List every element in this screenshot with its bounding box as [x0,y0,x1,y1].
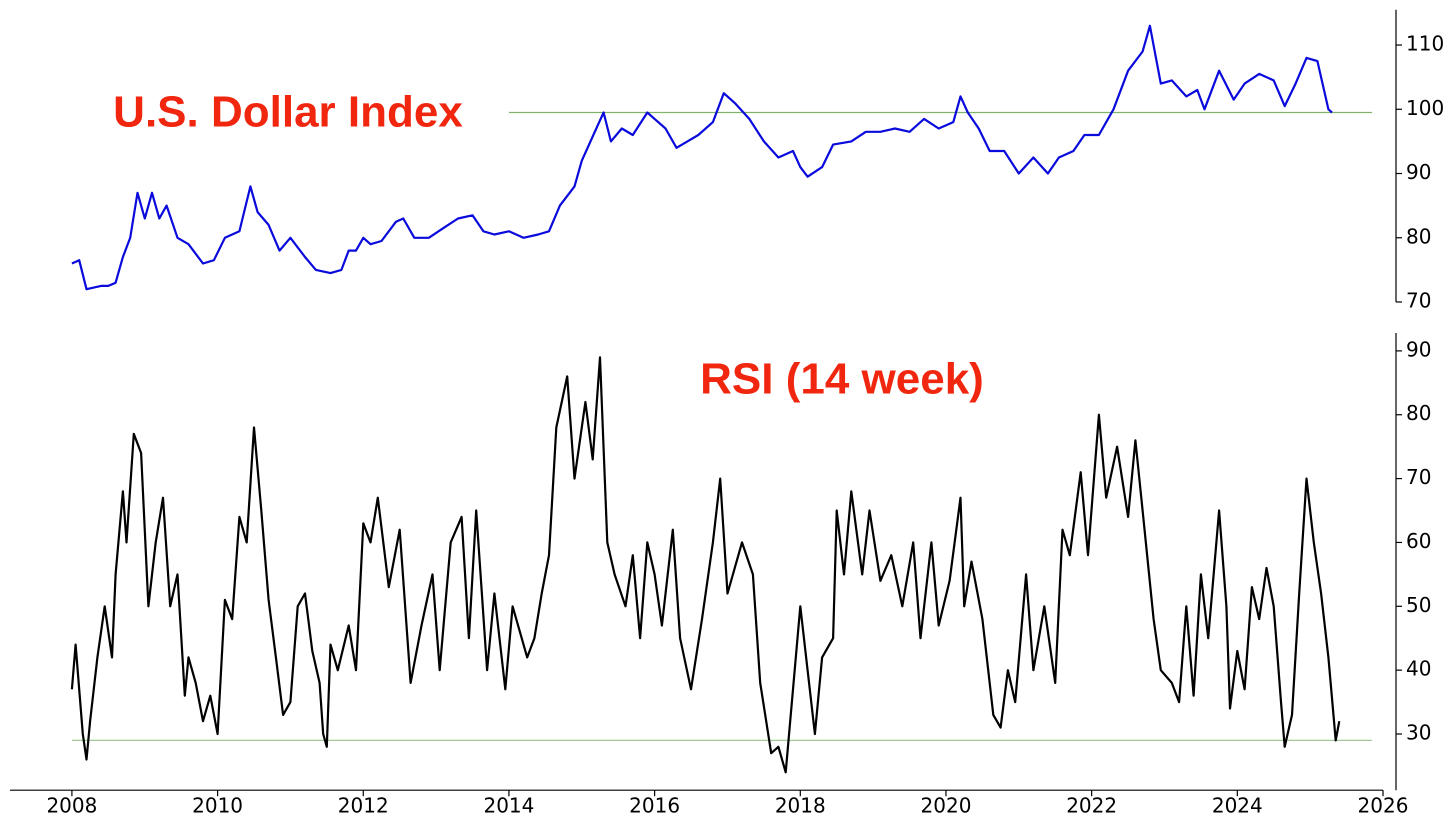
y-tick-label: 40 [1406,657,1431,681]
x-tick-label: 2010 [192,794,243,818]
x-tick-label: 2012 [338,794,389,818]
x-tick-label: 2022 [1066,794,1117,818]
y-tick-label: 60 [1406,529,1431,553]
y-tick-label: 50 [1406,593,1431,617]
x-tick-label: 2020 [921,794,972,818]
x-tick-label: 2008 [46,794,97,818]
y-tick-label: 90 [1406,160,1431,184]
y-tick-label: 110 [1406,32,1444,56]
annotation: U.S. Dollar Index [113,88,463,137]
y-tick-label: 30 [1406,721,1431,745]
x-tick-label: 2018 [775,794,826,818]
y-tick-label: 80 [1406,401,1431,425]
x-tick-label: 2016 [629,794,680,818]
x-tick-label: 2026 [1358,794,1409,818]
y-tick-label: 90 [1406,337,1431,361]
data-line [70,356,1341,774]
y-tick-label: 100 [1406,96,1444,120]
y-tick-label: 70 [1406,289,1431,313]
annotation: RSI (14 week) [700,355,984,404]
y-tick-label: 70 [1406,465,1431,489]
y-tick-label: 80 [1406,224,1431,248]
data-line [71,24,1333,291]
x-tick-label: 2014 [483,794,534,818]
x-tick-label: 2024 [1212,794,1263,818]
